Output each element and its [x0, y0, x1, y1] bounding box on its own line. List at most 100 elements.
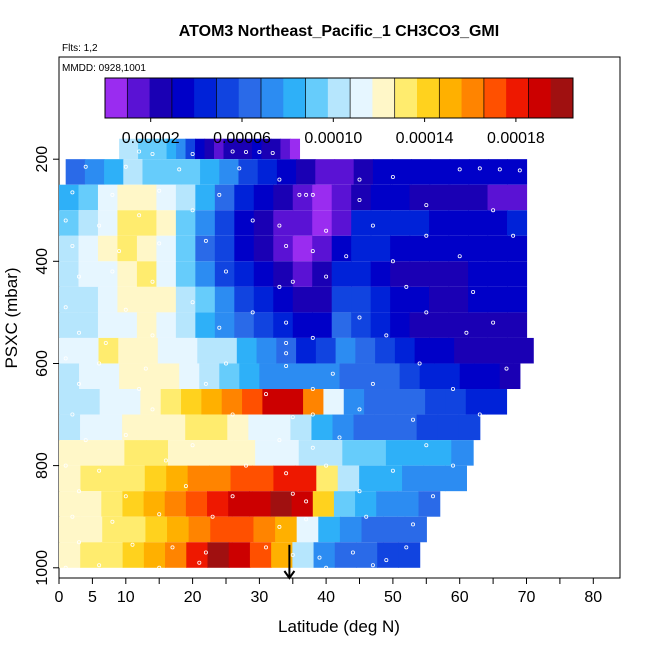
- x-tick-label: 30: [251, 589, 269, 606]
- sample-point: [263, 392, 268, 397]
- heat-cell: [276, 159, 297, 185]
- heat-cell: [292, 184, 313, 211]
- heat-cell: [377, 542, 400, 568]
- heat-cell: [356, 542, 378, 568]
- heat-cell: [273, 184, 294, 211]
- heat-cell: [101, 465, 124, 492]
- sample-point: [430, 494, 435, 499]
- sample-point: [357, 197, 362, 202]
- heat-cell: [233, 440, 256, 466]
- sample-point: [277, 223, 282, 228]
- sample-point: [123, 164, 128, 169]
- heat-cell: [78, 312, 99, 338]
- sample-point: [324, 274, 329, 279]
- heat-cell: [175, 312, 196, 338]
- sample-point: [150, 333, 155, 338]
- sample-point: [263, 545, 268, 550]
- heat-cell: [176, 138, 187, 160]
- sample-point: [190, 208, 195, 213]
- colorbar-swatch: [305, 78, 329, 118]
- sample-point: [297, 192, 302, 197]
- sample-point: [97, 468, 102, 473]
- heat-cell: [187, 465, 210, 492]
- heat-cell: [372, 159, 393, 185]
- sample-point: [477, 166, 482, 171]
- colorbar-tick-label: 0.00018: [487, 130, 545, 147]
- heat-cell: [448, 235, 469, 262]
- heat-cell: [487, 235, 508, 262]
- heat-cell: [101, 414, 123, 441]
- heat-cell: [181, 389, 202, 415]
- heat-cell: [165, 542, 187, 568]
- heat-cell: [157, 337, 179, 364]
- heat-cell: [195, 286, 216, 313]
- sample-point: [70, 412, 75, 417]
- heat-cell: [99, 389, 121, 415]
- heat-cell: [97, 184, 119, 211]
- heat-cell: [200, 159, 220, 185]
- heat-cell: [59, 210, 80, 236]
- heat-cell: [128, 138, 139, 160]
- heat-cell: [207, 491, 229, 517]
- heat-cell: [140, 389, 162, 415]
- heat-cell: [136, 235, 157, 262]
- heat-cell: [99, 363, 120, 390]
- heat-cell: [97, 235, 119, 262]
- heat-cell: [253, 235, 274, 262]
- heat-cell: [156, 312, 177, 338]
- heat-cell: [487, 184, 508, 211]
- heat-cell: [253, 184, 274, 211]
- sample-point: [83, 164, 88, 169]
- chart-title: ATOM3 Northeast_Pacific_1 CH3CO3_GMI: [179, 23, 499, 40]
- sample-point: [177, 167, 182, 172]
- heat-cell: [249, 542, 272, 568]
- sample-point: [70, 190, 75, 195]
- heat-cell: [339, 516, 363, 543]
- sample-point: [424, 443, 429, 448]
- x-tick-label: 50: [384, 589, 402, 606]
- sample-point: [170, 545, 175, 550]
- heat-cell: [375, 337, 396, 364]
- colorbar-swatch: [439, 78, 463, 118]
- heat-cell: [334, 542, 357, 568]
- sample-point: [190, 443, 195, 448]
- heat-cell: [384, 389, 406, 415]
- heat-cell: [429, 261, 450, 287]
- y-tick-label: 200: [34, 146, 51, 173]
- sample-point: [410, 522, 415, 527]
- colorbar: [104, 77, 574, 119]
- heat-cell: [292, 235, 313, 262]
- colorbar-frame: [104, 77, 574, 119]
- colorbar-swatch: [461, 78, 485, 118]
- heat-cell: [80, 414, 102, 441]
- heat-cell: [239, 363, 260, 390]
- sample-point: [237, 166, 242, 171]
- sample-point: [390, 174, 395, 179]
- heat-cell: [359, 465, 382, 492]
- heat-cell: [376, 491, 398, 517]
- heat-cell: [351, 261, 372, 287]
- colorbar-tick-label: 0.00006: [213, 130, 271, 147]
- heat-cell: [487, 286, 508, 313]
- heat-cell: [123, 465, 146, 492]
- heat-cell: [392, 159, 412, 185]
- heat-cell: [279, 363, 301, 390]
- y-axis: 200 400 600 800 1000: [34, 146, 59, 586]
- heat-cell: [364, 389, 386, 415]
- heat-cell: [175, 210, 196, 236]
- colorbar-swatch: [506, 78, 529, 118]
- sample-point: [310, 249, 315, 254]
- x-tick-label: 80: [584, 589, 602, 606]
- sample-point: [390, 468, 395, 473]
- heat-cell: [221, 389, 243, 415]
- location-arrow-marker: [283, 544, 296, 580]
- sample-point: [344, 254, 349, 259]
- heat-cell: [351, 235, 372, 262]
- heat-cell: [353, 159, 374, 185]
- sample-point: [117, 249, 122, 254]
- heat-cell: [185, 138, 196, 160]
- sample-point: [257, 149, 262, 154]
- heat-cell: [479, 363, 501, 390]
- sample-point: [491, 208, 496, 213]
- heat-cell: [80, 516, 103, 543]
